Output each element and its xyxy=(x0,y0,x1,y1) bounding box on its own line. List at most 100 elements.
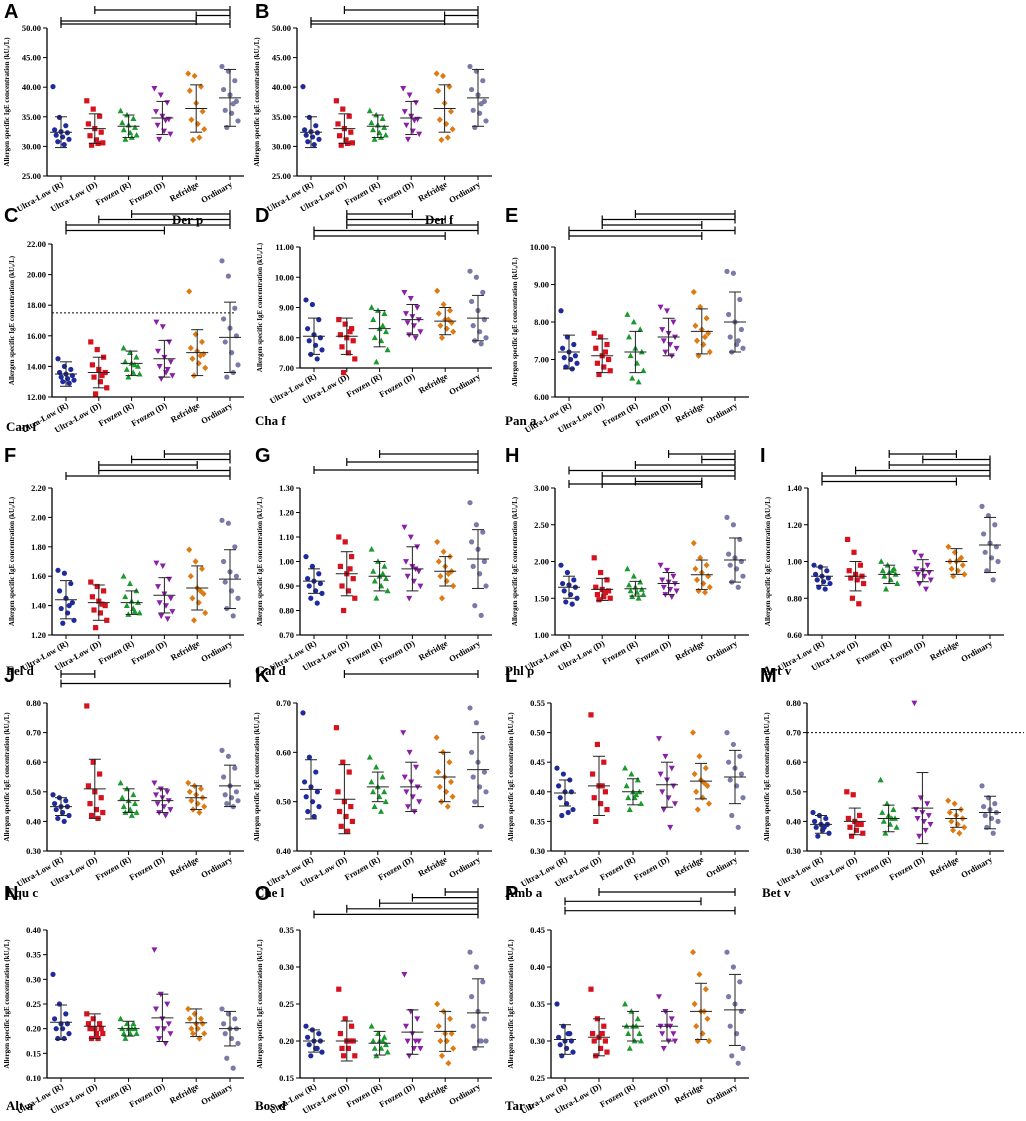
data-point xyxy=(696,971,703,978)
data-point xyxy=(156,600,163,606)
data-point xyxy=(345,828,351,834)
y-tick-label: 30.00 xyxy=(22,141,41,151)
panel-label: F xyxy=(4,445,16,467)
data-point xyxy=(409,794,416,800)
data-point xyxy=(379,322,386,329)
category-label: Ordinary xyxy=(447,854,483,880)
data-point xyxy=(317,580,323,587)
panel-label: A xyxy=(4,1,18,23)
y-tick-label: 0.60 xyxy=(786,757,801,767)
data-point xyxy=(480,734,486,741)
data-point xyxy=(127,580,133,586)
data-point xyxy=(88,579,94,585)
data-point xyxy=(100,1031,106,1037)
data-point xyxy=(403,1023,409,1030)
data-point xyxy=(735,338,741,344)
data-point xyxy=(590,771,596,777)
data-point xyxy=(591,555,597,561)
data-point xyxy=(99,601,105,607)
data-point xyxy=(702,764,709,772)
data-point xyxy=(373,358,380,365)
category-label: Frozen (R) xyxy=(343,179,382,207)
data-point xyxy=(854,577,860,583)
data-point xyxy=(97,379,103,385)
y-tick-label: 0.35 xyxy=(26,950,41,960)
data-point xyxy=(604,806,610,813)
data-point xyxy=(188,1025,195,1032)
category-label: Frozen (R) xyxy=(345,638,384,666)
y-tick-label: 0.80 xyxy=(279,606,294,616)
data-point xyxy=(858,821,864,827)
data-point xyxy=(230,613,236,619)
panel-label: L xyxy=(505,665,517,687)
data-point xyxy=(673,588,680,595)
y-tick-label: 0.90 xyxy=(279,581,294,591)
data-point xyxy=(232,78,238,84)
data-point xyxy=(560,580,566,587)
data-point xyxy=(303,132,309,138)
data-point xyxy=(657,304,664,311)
category-label: Refridge xyxy=(928,638,961,663)
data-point xyxy=(191,1010,198,1018)
data-point xyxy=(222,1031,228,1037)
y-tick-label: 45.00 xyxy=(272,53,291,63)
data-point xyxy=(814,577,820,583)
panel-g: G 0.70 0.80 0.90 1.00 1.10 1.20 1.30 Allergen sp… xyxy=(255,445,492,678)
y-axis-label: Allergen specific IgE concentration (kUₐ… xyxy=(3,37,11,167)
data-point xyxy=(470,323,476,329)
data-point xyxy=(850,792,856,798)
data-point xyxy=(601,364,607,370)
category-label: Refridge xyxy=(928,854,961,879)
data-point xyxy=(635,595,642,601)
y-axis-label: Allergen specific IgE concentration (kUₐ… xyxy=(511,496,519,626)
data-point xyxy=(159,563,166,570)
category-label: Frozen (D) xyxy=(129,400,168,428)
data-point xyxy=(401,972,408,978)
data-point xyxy=(230,101,236,107)
panel-label: K xyxy=(255,665,270,687)
data-point xyxy=(384,1048,391,1055)
data-point xyxy=(656,994,662,1000)
data-point xyxy=(478,341,484,347)
data-point xyxy=(726,311,732,318)
data-point xyxy=(235,798,241,804)
data-point xyxy=(849,595,855,601)
data-point xyxy=(956,830,963,837)
category-label: Ordinary xyxy=(704,1081,740,1107)
data-point xyxy=(558,562,564,568)
category-label: Frozen (D) xyxy=(127,179,166,207)
data-point xyxy=(673,345,680,352)
category-label: Frozen (D) xyxy=(377,1081,416,1109)
data-point xyxy=(601,759,607,765)
panel-a: A 25.00 30.00 35.00 40.00 45.00 50.00 Allergen … xyxy=(3,1,244,227)
data-point xyxy=(235,118,241,124)
category-label: Frozen (D) xyxy=(377,371,416,399)
y-tick-label: 0.35 xyxy=(530,816,545,826)
data-point xyxy=(368,546,375,552)
data-point xyxy=(222,792,228,798)
y-tick-label: 0.70 xyxy=(276,698,291,708)
data-point xyxy=(670,1031,677,1037)
data-point xyxy=(340,759,346,765)
data-point xyxy=(97,113,103,119)
data-point xyxy=(370,126,376,133)
data-point xyxy=(60,620,66,626)
y-tick-label: 0.30 xyxy=(26,846,41,856)
data-point xyxy=(737,753,743,759)
data-point xyxy=(90,106,96,112)
data-point xyxy=(922,827,929,834)
data-point xyxy=(598,569,604,576)
data-point xyxy=(379,570,386,577)
y-tick-label: 0.50 xyxy=(276,797,291,807)
data-point xyxy=(50,971,56,978)
data-point xyxy=(590,1031,596,1037)
data-point xyxy=(309,301,315,308)
data-point xyxy=(724,514,730,521)
category-label: Frozen (R) xyxy=(94,854,133,882)
data-point xyxy=(414,1016,421,1022)
y-tick-label: 1.20 xyxy=(31,630,46,640)
data-point xyxy=(561,588,567,594)
data-point xyxy=(300,710,306,716)
data-point xyxy=(604,577,610,583)
data-point xyxy=(574,595,580,601)
